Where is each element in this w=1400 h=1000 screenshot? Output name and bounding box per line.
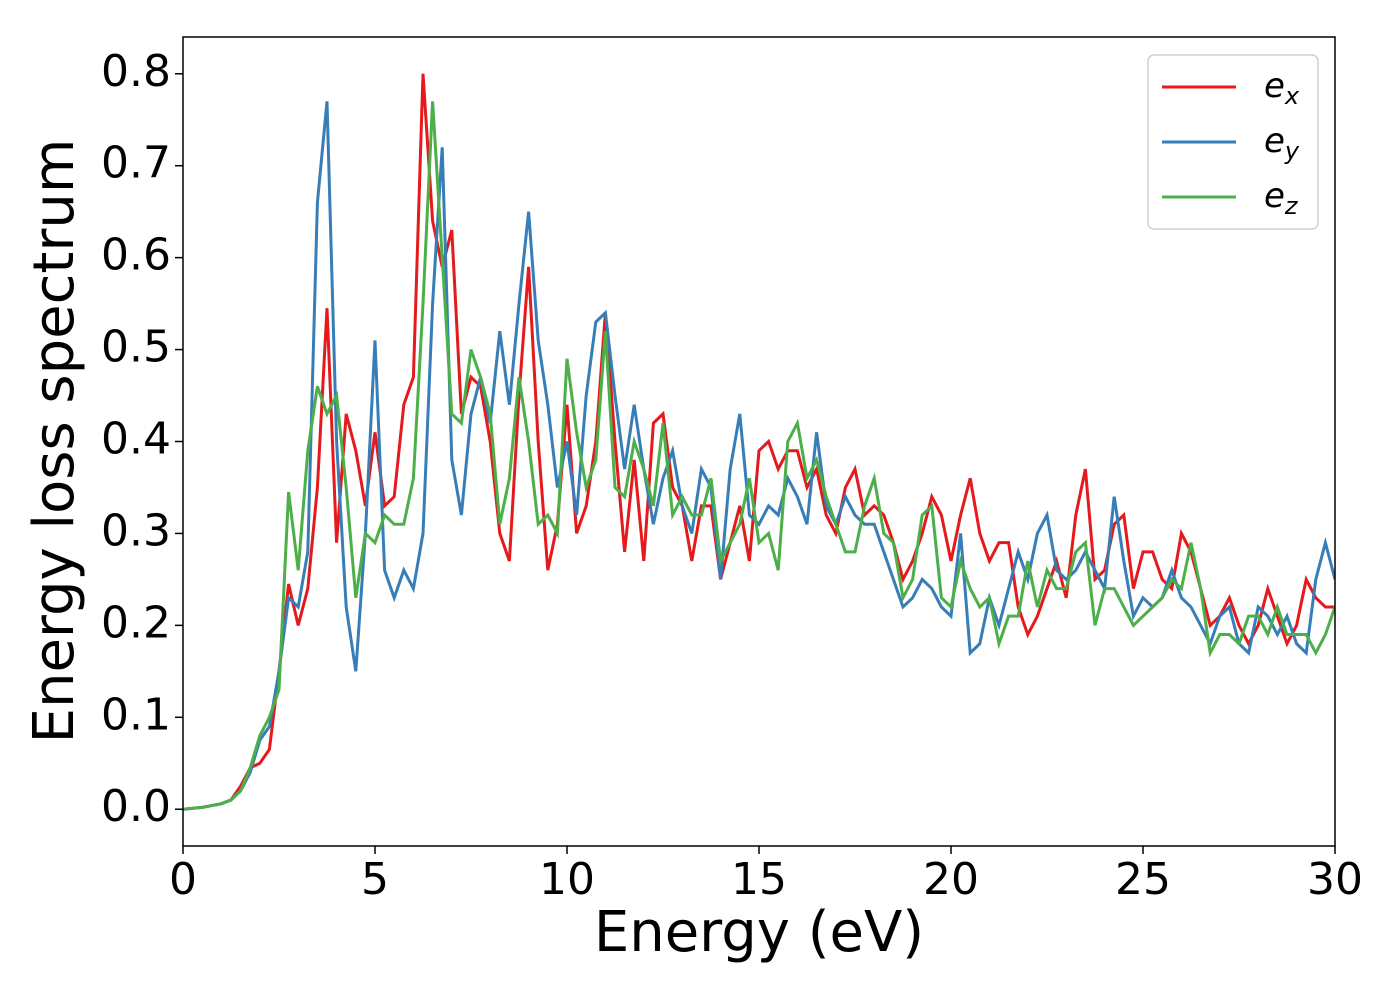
x-tick-label: 25 [1115, 854, 1171, 905]
legend-label: ez [1264, 176, 1299, 221]
x-tick-label: 10 [539, 854, 595, 905]
y-tick-label: 0.8 [101, 46, 171, 97]
series-line [183, 101, 1335, 811]
x-tick-label: 0 [169, 854, 197, 905]
x-axis-label: Energy (eV) [594, 900, 924, 965]
y-axis-label: Energy loss spectrum [22, 139, 87, 744]
x-tick-label: 15 [731, 854, 787, 905]
plot-frame [182, 36, 1336, 847]
y-tick-label: 0.2 [101, 597, 171, 648]
series-line [183, 101, 1335, 811]
y-tick-label: 0.4 [101, 414, 171, 465]
x-tick-label: 5 [361, 854, 389, 905]
y-tick-label: 0.1 [101, 689, 171, 740]
y-tick-label: 0.0 [101, 781, 171, 832]
y-tick-label: 0.6 [101, 230, 171, 281]
legend-label: ey [1264, 121, 1300, 166]
y-tick-label: 0.5 [101, 322, 171, 373]
legend-label: ex [1264, 66, 1300, 111]
x-tick-label: 30 [1307, 854, 1363, 905]
x-tick-label: 20 [923, 854, 979, 905]
y-tick-label: 0.7 [101, 138, 171, 189]
y-tick-label: 0.3 [101, 505, 171, 556]
series-line [183, 73, 1335, 811]
